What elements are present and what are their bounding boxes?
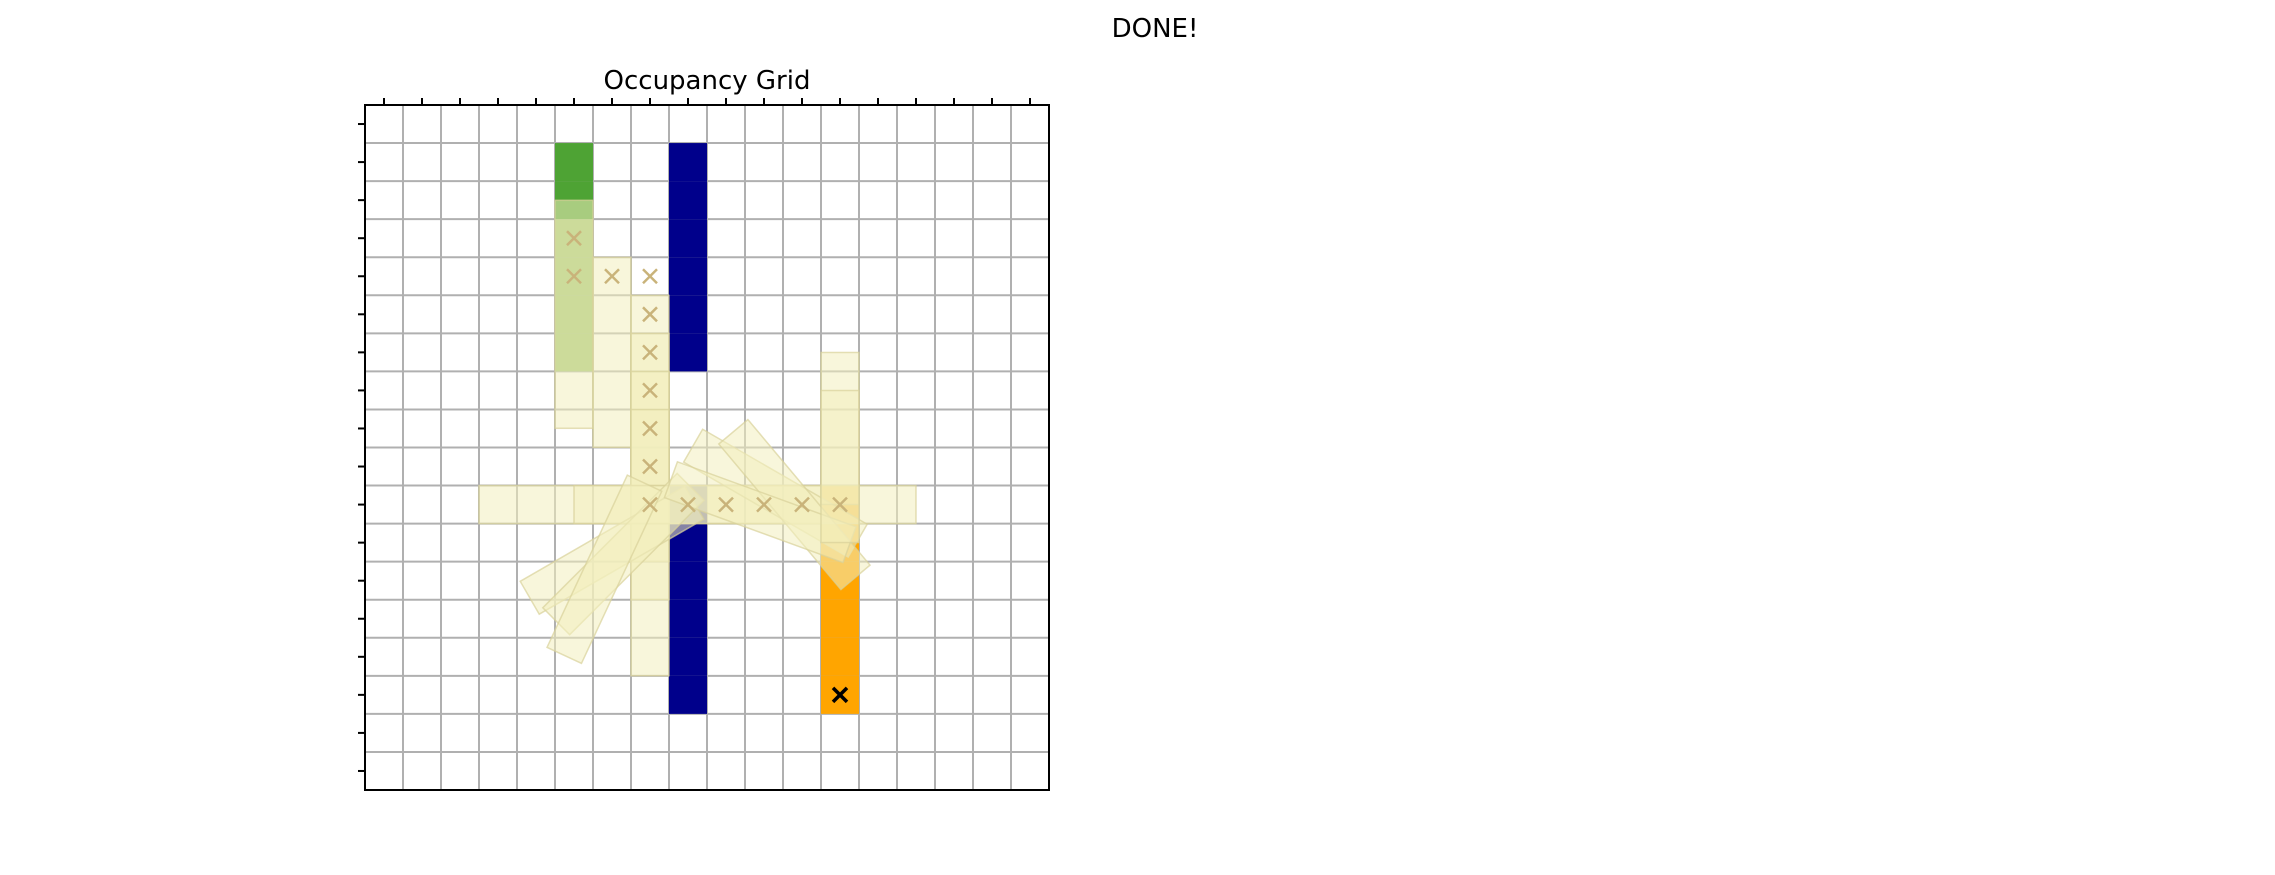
goal-marker-stroke (831, 686, 849, 704)
goal-marker (831, 686, 849, 704)
trail-marker (642, 420, 658, 437)
obstacle-cell (669, 295, 707, 334)
trail-marker (756, 496, 772, 513)
trail-marker-stroke (566, 230, 582, 247)
trail-footprint (546, 474, 663, 665)
obstacle-cell (669, 561, 707, 600)
trail-marker (642, 268, 658, 285)
trail-marker-stroke (642, 268, 658, 285)
trail-marker-stroke (642, 420, 658, 437)
obstacle-cell (669, 219, 707, 258)
trail-marker-stroke (566, 268, 582, 285)
trail-marker (794, 496, 810, 513)
trail-marker (718, 496, 734, 513)
trail-marker (566, 268, 582, 285)
trail-footprint (820, 389, 860, 544)
trail-marker-stroke (756, 496, 772, 513)
trail-footprint (554, 199, 594, 430)
trail-marker (642, 496, 658, 513)
start-vehicle-cell (555, 143, 593, 182)
trail-marker (642, 458, 658, 475)
status-message: DONE! (1111, 14, 1199, 44)
trail-marker-stroke (642, 458, 658, 475)
obstacle-cell (669, 181, 707, 220)
obstacle-cell (669, 257, 707, 296)
chart-title: Occupancy Grid (604, 66, 811, 96)
trail-marker (642, 306, 658, 323)
trail-marker-stroke (642, 496, 658, 513)
path-markers (566, 230, 849, 704)
trail-marker (832, 496, 848, 513)
trail-marker-stroke (642, 344, 658, 361)
trail-marker-stroke (642, 306, 658, 323)
trail-marker (642, 344, 658, 361)
obstacle-cell (669, 637, 707, 676)
obstacle-cell (669, 675, 707, 714)
trail-marker-stroke (642, 382, 658, 399)
trail-footprint (663, 460, 857, 564)
obstacle-cell (669, 333, 707, 372)
plot-frame (364, 104, 1050, 791)
trail-marker-stroke (794, 496, 810, 513)
trail-marker-stroke (832, 496, 848, 513)
trail-marker (680, 496, 696, 513)
trail-footprint (592, 256, 632, 449)
obstacle-cell (669, 599, 707, 638)
trail-marker-stroke (680, 496, 696, 513)
axis-ticks (358, 98, 1031, 772)
goal-vehicle-cell (821, 637, 859, 676)
trail-marker (566, 230, 582, 247)
trail-marker-stroke (718, 496, 734, 513)
trail-marker (604, 268, 620, 285)
trail-marker (642, 382, 658, 399)
obstacle-cell (669, 143, 707, 182)
goal-vehicle-cell (821, 599, 859, 638)
trail-marker-stroke (604, 268, 620, 285)
